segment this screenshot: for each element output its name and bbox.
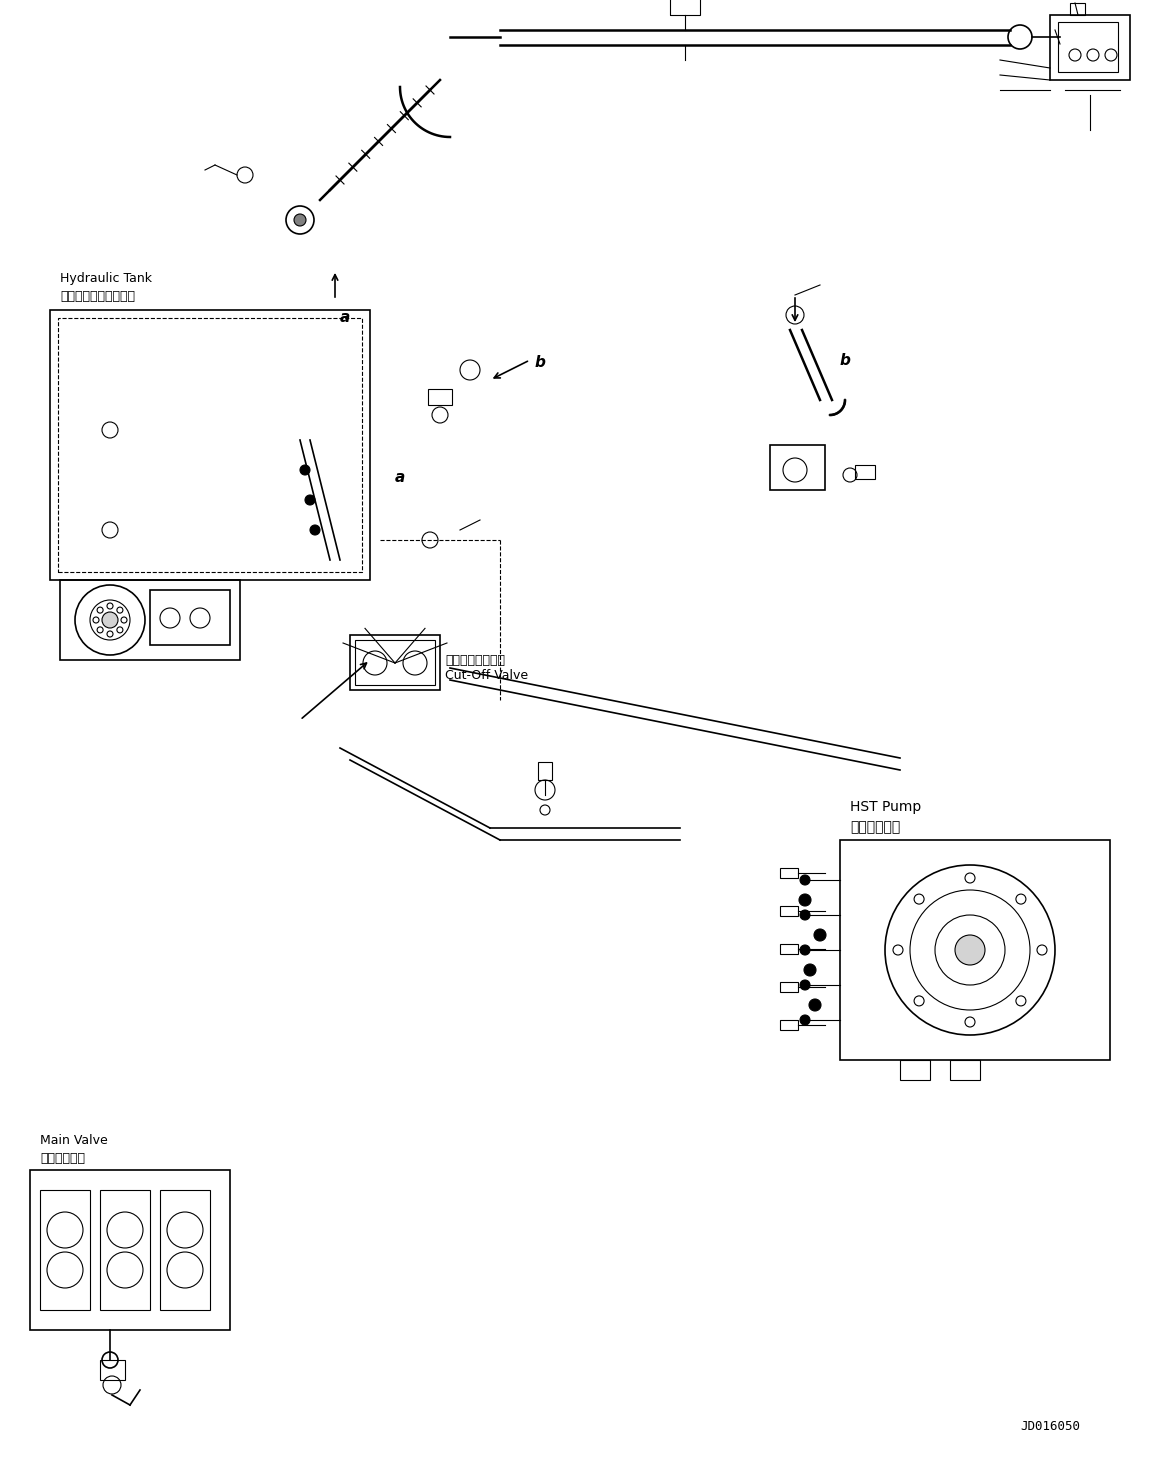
Circle shape — [842, 407, 844, 408]
Circle shape — [841, 410, 842, 411]
Bar — [538, 763, 552, 780]
Circle shape — [97, 627, 103, 633]
Bar — [100, 1190, 150, 1309]
Text: a: a — [395, 469, 405, 486]
Bar — [428, 389, 452, 405]
Bar — [670, 0, 700, 15]
Bar — [841, 840, 1110, 1060]
Bar — [1070, 3, 1085, 15]
Circle shape — [300, 465, 310, 475]
Bar — [900, 1060, 930, 1080]
Circle shape — [121, 617, 127, 623]
Circle shape — [804, 964, 816, 975]
Text: Main Valve: Main Valve — [40, 1134, 107, 1147]
Circle shape — [294, 214, 306, 226]
Text: HST Pump: HST Pump — [850, 800, 921, 814]
Circle shape — [101, 612, 118, 628]
Bar — [950, 1060, 980, 1080]
Circle shape — [93, 617, 99, 623]
Circle shape — [844, 402, 845, 405]
Circle shape — [97, 607, 103, 614]
Circle shape — [800, 910, 811, 920]
Circle shape — [843, 405, 845, 407]
Circle shape — [306, 496, 315, 504]
Bar — [60, 580, 240, 660]
Bar — [779, 868, 798, 878]
Circle shape — [844, 399, 846, 401]
Bar — [100, 1360, 125, 1381]
Circle shape — [829, 414, 831, 416]
Text: a: a — [340, 311, 351, 325]
Circle shape — [116, 627, 123, 633]
Circle shape — [310, 525, 321, 535]
Bar — [50, 311, 370, 580]
Bar — [30, 1169, 229, 1330]
Text: カットオフバルブ: カットオフバルブ — [445, 653, 505, 666]
Circle shape — [836, 413, 838, 414]
Bar — [355, 640, 435, 685]
Circle shape — [843, 404, 845, 405]
Text: b: b — [535, 354, 545, 370]
Text: Hydraulic Tank: Hydraulic Tank — [60, 273, 152, 284]
Circle shape — [800, 1015, 811, 1025]
Circle shape — [844, 401, 846, 404]
Bar — [160, 1190, 210, 1309]
Circle shape — [844, 401, 846, 402]
Text: JD016050: JD016050 — [1020, 1420, 1080, 1433]
Circle shape — [839, 410, 842, 413]
Bar — [779, 943, 798, 954]
Text: Cut-Off Valve: Cut-Off Valve — [445, 669, 528, 681]
Bar — [1058, 22, 1118, 71]
Circle shape — [832, 414, 835, 416]
Circle shape — [830, 414, 832, 416]
Circle shape — [955, 935, 985, 965]
Circle shape — [834, 413, 836, 416]
Text: b: b — [841, 353, 851, 367]
Circle shape — [107, 631, 113, 637]
Bar — [779, 905, 798, 916]
Circle shape — [841, 408, 843, 410]
Circle shape — [809, 999, 821, 1010]
Bar — [1050, 15, 1130, 80]
Bar — [351, 636, 440, 690]
Text: ハイドロリックタンク: ハイドロリックタンク — [60, 290, 135, 303]
Circle shape — [107, 604, 113, 609]
Circle shape — [837, 411, 839, 414]
Circle shape — [799, 894, 811, 905]
Bar — [779, 1021, 798, 1029]
Circle shape — [838, 411, 841, 413]
Circle shape — [842, 407, 844, 410]
Bar — [770, 445, 826, 490]
Circle shape — [116, 607, 123, 614]
Circle shape — [835, 413, 837, 414]
Text: メインバルブ: メインバルブ — [40, 1152, 85, 1165]
Bar — [779, 983, 798, 991]
Circle shape — [800, 980, 811, 990]
Circle shape — [800, 875, 811, 885]
Bar — [58, 318, 362, 572]
Circle shape — [831, 414, 834, 416]
Bar — [856, 465, 875, 480]
Bar — [150, 590, 229, 644]
Text: ＨＳＴポンプ: ＨＳＴポンプ — [850, 819, 900, 834]
Bar — [40, 1190, 90, 1309]
Circle shape — [800, 945, 811, 955]
Circle shape — [814, 929, 826, 940]
